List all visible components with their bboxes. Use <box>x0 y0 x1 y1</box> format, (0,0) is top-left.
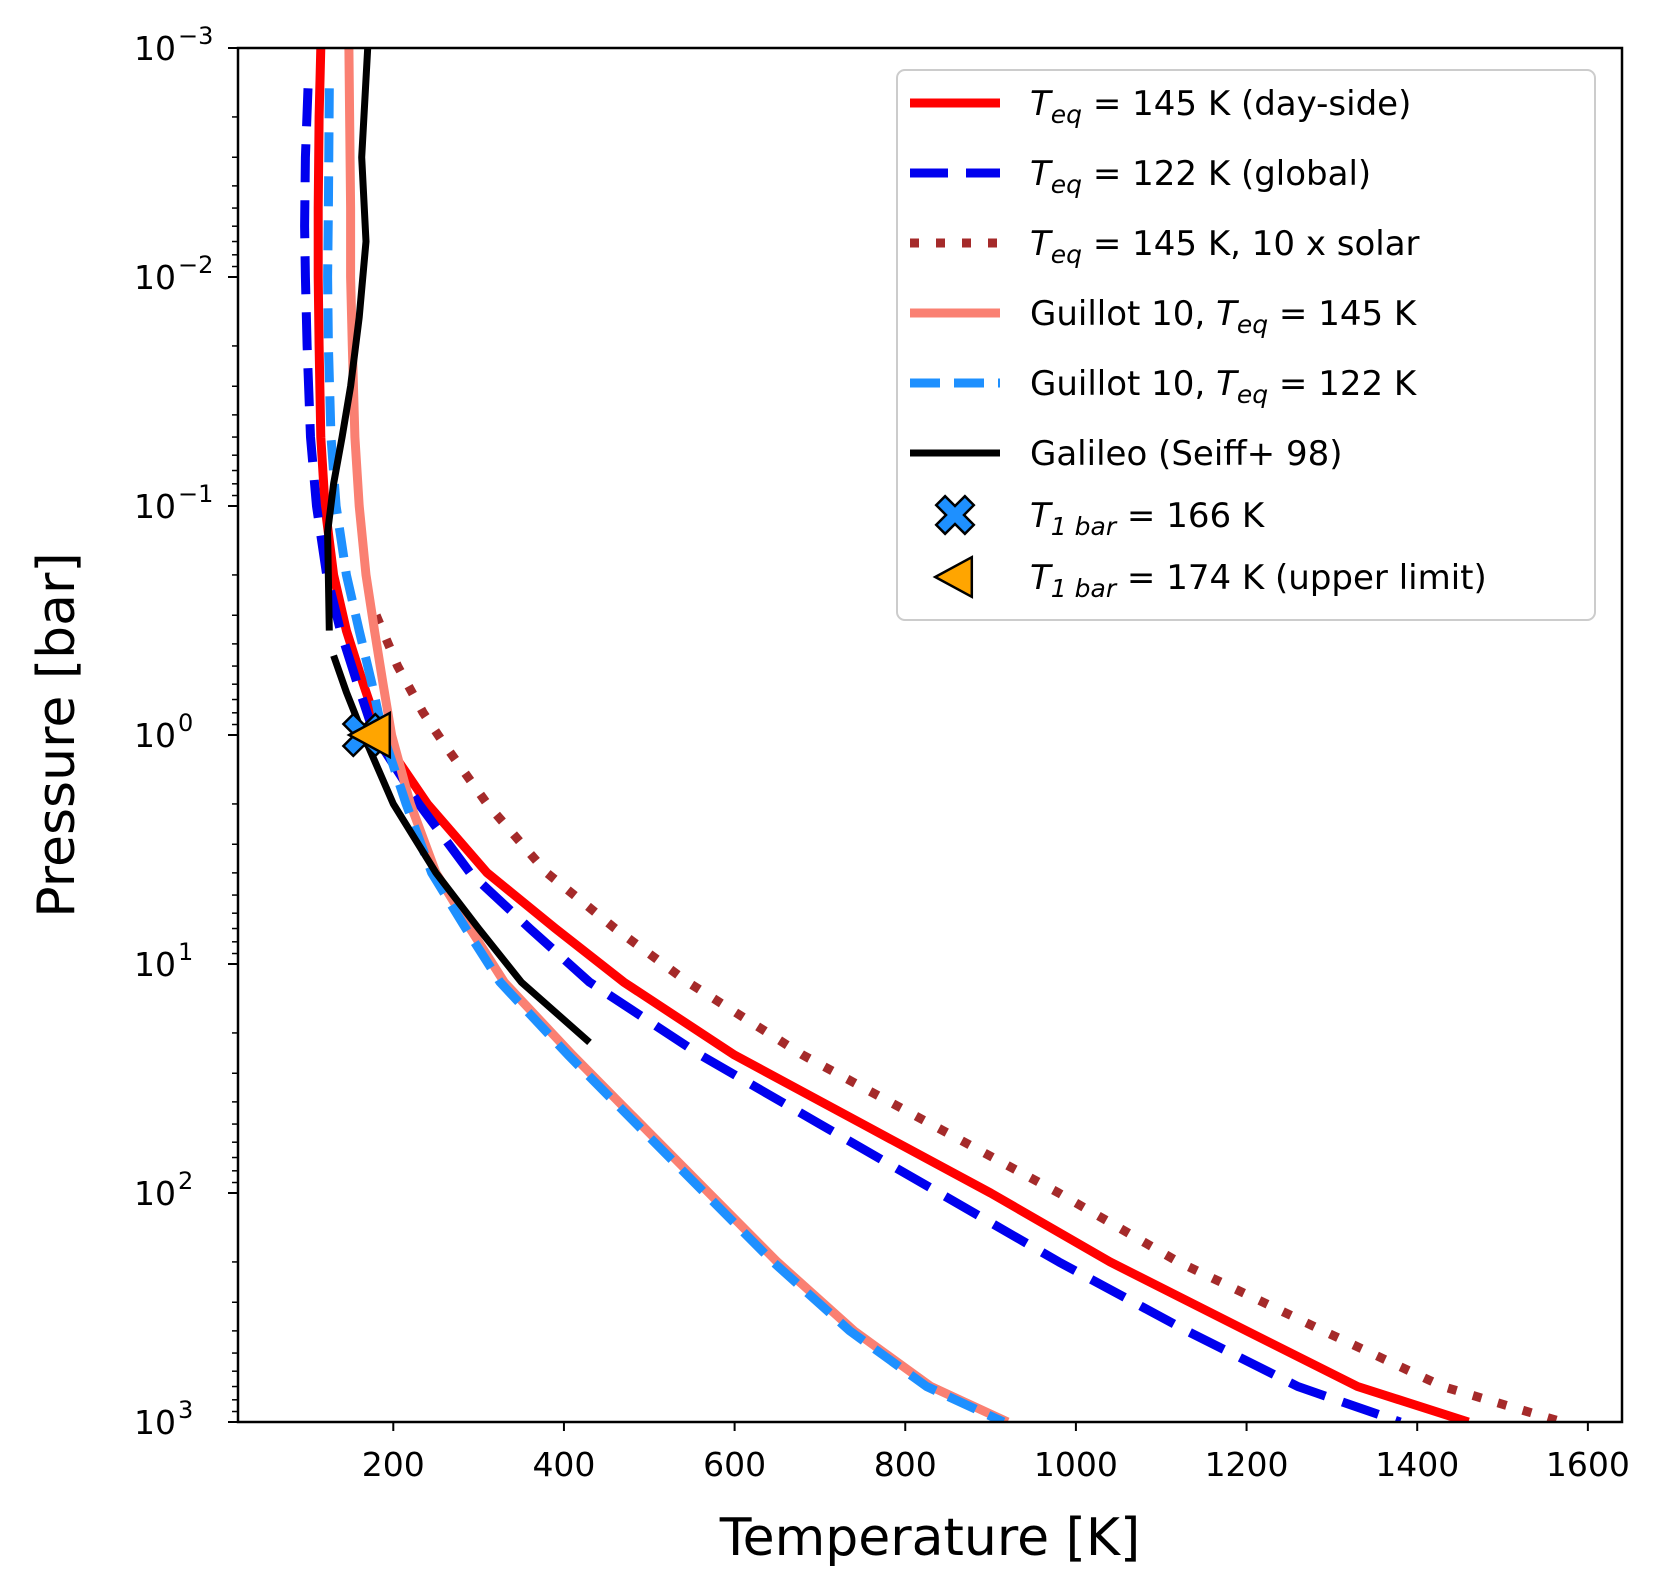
legend-text-part: = 145 K, 10 x solar <box>1082 224 1420 264</box>
series-layer <box>300 48 1564 1422</box>
y-tick-label-0: 10 <box>134 29 176 68</box>
x-tick-label-200: 200 <box>362 1445 425 1484</box>
legend-text-part: T <box>1216 364 1239 404</box>
legend-text-part: eq <box>1237 310 1268 339</box>
legend-text-part: = 122 K (global) <box>1082 154 1371 194</box>
legend-text-part: T <box>1030 496 1053 536</box>
legend-text-part: = 145 K (day-side) <box>1082 84 1411 124</box>
legend-label-teq145-day: Teq = 145 K (day-side) <box>1030 84 1411 129</box>
y-axis-title: Pressure [bar] <box>27 552 87 917</box>
y-tick-exponent-1: −2 <box>178 251 213 279</box>
legend-text-part: eq <box>1051 240 1082 269</box>
legend-text-part: Galileo (Seiff+ 98) <box>1030 434 1343 474</box>
legend-marker-t1bar-174 <box>932 555 974 599</box>
y-tick-exponent-6: 3 <box>178 1396 193 1424</box>
legend-text-part: = 174 K (upper limit) <box>1116 558 1487 598</box>
legend-label-guillot-122: Guillot 10, Teq = 122 K <box>1030 364 1418 409</box>
x-tick-label-600: 600 <box>703 1445 766 1484</box>
y-tick-label-4: 10 <box>134 945 176 984</box>
series-line-galileo-seg2 <box>330 654 592 1046</box>
legend-marker-t1bar-166 <box>934 494 976 536</box>
legend-text-part: = 166 K <box>1116 496 1266 536</box>
legend-label-t1bar-166: T1 bar = 166 K <box>1030 496 1266 541</box>
legend-box <box>896 69 1596 621</box>
x-axis-title: Temperature [K] <box>719 1508 1141 1568</box>
y-tick-label-6: 10 <box>134 1403 176 1442</box>
legend-text-part: T <box>1030 224 1053 264</box>
y-tick-exponent-4: 1 <box>178 938 193 966</box>
x-tick-label-400: 400 <box>532 1445 595 1484</box>
series-line-galileo-seg1 <box>324 48 372 631</box>
legend-label-t1bar-174: T1 bar = 174 K (upper limit) <box>1030 558 1487 603</box>
legend: Teq = 145 K (day-side)Teq = 122 K (globa… <box>896 69 1596 621</box>
y-tick-label-2: 10 <box>134 487 176 526</box>
legend-label-teq122-global: Teq = 122 K (global) <box>1030 154 1371 199</box>
y-tick-exponent-5: 2 <box>178 1167 193 1195</box>
legend-text-part: eq <box>1237 380 1268 409</box>
legend-text-part: T <box>1030 558 1053 598</box>
x-tick-label-1600: 1600 <box>1546 1445 1630 1484</box>
y-tick-exponent-3: 0 <box>178 709 193 737</box>
legend-label-guillot-145: Guillot 10, Teq = 145 K <box>1030 294 1418 339</box>
y-tick-exponent-2: −1 <box>178 480 213 508</box>
x-tick-label-800: 800 <box>874 1445 937 1484</box>
y-tick-label-3: 10 <box>134 716 176 755</box>
legend-text-part: T <box>1030 154 1053 194</box>
legend-text-part: eq <box>1051 170 1082 199</box>
marker-layer <box>341 710 392 760</box>
x-tick-label-1400: 1400 <box>1375 1445 1459 1484</box>
legend-text-part: eq <box>1051 100 1082 129</box>
legend-label-galileo: Galileo (Seiff+ 98) <box>1030 434 1343 474</box>
legend-text-part: 1 bar <box>1051 574 1118 603</box>
series-line-guillot-122 <box>323 88 1006 1422</box>
legend-text-part: T <box>1030 84 1053 124</box>
x-axis: 200 400 600 800 1000 1200 1400 1600 <box>362 1422 1630 1484</box>
y-tick-exponent-0: −3 <box>178 22 213 50</box>
y-tick-label-1: 10 <box>134 258 176 297</box>
legend-text-part: Guillot 10, <box>1030 294 1216 334</box>
legend-text-part: = 145 K <box>1268 294 1418 334</box>
x-tick-label-1200: 1200 <box>1205 1445 1289 1484</box>
legend-label-teq145-10xsolar: Teq = 145 K, 10 x solar <box>1030 224 1420 269</box>
legend-text-part: T <box>1216 294 1239 334</box>
marker-t1bar-174 <box>346 710 392 760</box>
y-tick-label-5: 10 <box>134 1174 176 1213</box>
legend-text-part: = 122 K <box>1268 364 1418 404</box>
legend-text-part: Guillot 10, <box>1030 364 1216 404</box>
x-tick-label-1000: 1000 <box>1034 1445 1118 1484</box>
legend-text-part: 1 bar <box>1051 512 1118 541</box>
